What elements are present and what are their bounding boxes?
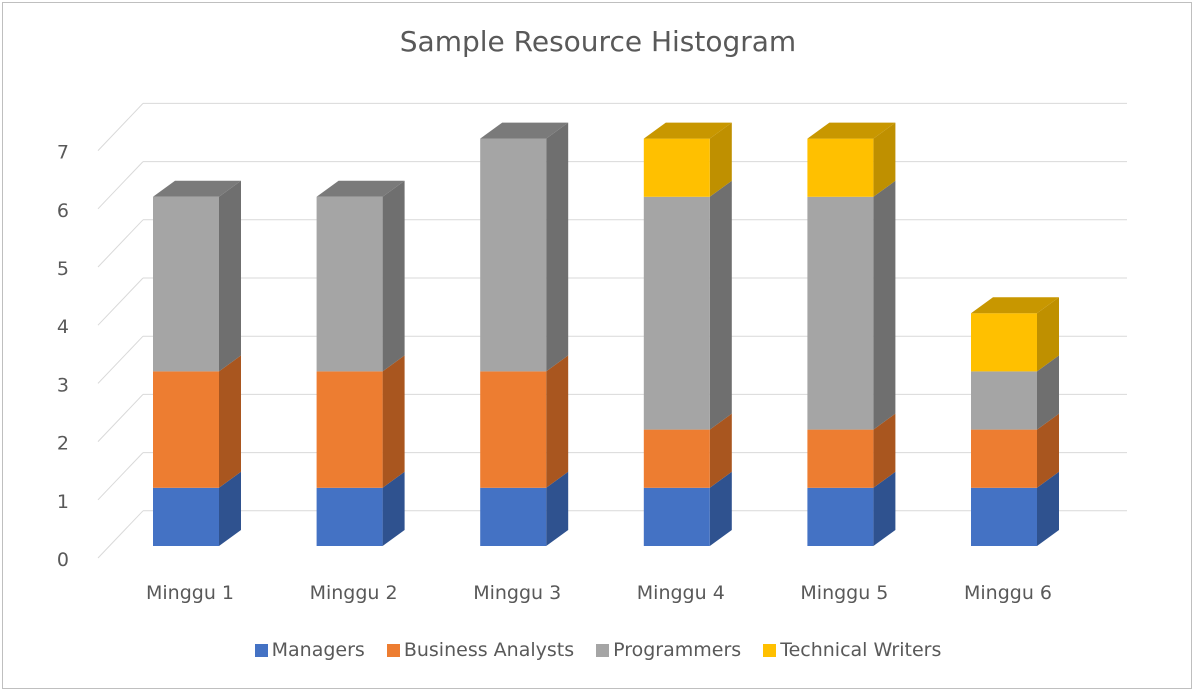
bar-segment [316, 487, 383, 546]
bar-segment [480, 487, 547, 546]
legend-item: Managers [254, 639, 365, 661]
gridline-side [97, 510, 144, 559]
legend-swatch [596, 643, 610, 657]
y-tick-label: 5 [57, 258, 69, 280]
legend-swatch [763, 643, 777, 657]
bar-top [971, 297, 1059, 314]
bar-segment [316, 196, 383, 372]
x-tick-label: Minggu 6 [964, 582, 1052, 604]
y-tick-label: 0 [57, 549, 69, 571]
bar-segment [153, 196, 219, 372]
x-tick-label: Minggu 4 [637, 582, 725, 604]
bar-segment [643, 487, 710, 546]
bar-side [709, 122, 732, 197]
bar-side [219, 355, 241, 488]
gridline-side [97, 277, 144, 326]
bar-segment [807, 487, 874, 546]
y-tick-label: 2 [57, 433, 69, 455]
chart-plot: 0 1 2 3 4 5 6 7 Minggu 1 Minggu 2 Minggu 3 Minggu 4… [57, 102, 1127, 604]
legend-item: Technical Writers [763, 639, 941, 661]
bar-side [709, 471, 732, 546]
gridline-side [97, 103, 144, 151]
chart-title: Sample Resource Histogram [399, 25, 797, 58]
bar-side [709, 180, 732, 430]
bar-side [382, 355, 405, 488]
bar-segment [807, 138, 874, 197]
bar-side [219, 471, 241, 546]
bar-segment [480, 138, 547, 372]
bar-side [1037, 297, 1059, 372]
legend-item: Programmers [596, 639, 741, 661]
bar-side [1037, 471, 1059, 546]
bar-top [643, 122, 732, 139]
bar-segment [807, 196, 874, 430]
legend-label: Programmers [613, 639, 742, 661]
bar-segment [480, 371, 547, 488]
y-tick-label: 1 [57, 491, 69, 513]
legend-label: Business Analysts [403, 639, 575, 661]
bar-segment [643, 196, 710, 430]
y-tick-label: 6 [57, 200, 69, 222]
bar-side [1037, 355, 1059, 430]
bar-side [219, 180, 241, 372]
bar-side [873, 180, 896, 430]
bar-segment [971, 429, 1037, 488]
bar-segment [153, 371, 219, 488]
y-tick-label: 7 [57, 142, 69, 164]
legend-label: Managers [271, 639, 365, 661]
bar-side [546, 122, 569, 372]
bar-side [709, 413, 732, 488]
bar-segment [971, 371, 1037, 430]
bar-side [546, 355, 569, 488]
bar-side [546, 471, 569, 546]
gridline-side [97, 452, 144, 501]
bar-segment [971, 313, 1037, 372]
y-tick-label: 3 [57, 374, 69, 396]
x-tick-label: Minggu 1 [146, 582, 234, 604]
bar-side [873, 471, 896, 546]
bar-side [873, 413, 896, 488]
gridline-side [97, 394, 144, 442]
gridline-side [97, 219, 144, 268]
gridline-side [97, 161, 144, 210]
bar-side [873, 122, 896, 197]
bar-segment [153, 487, 219, 546]
y-tick-label: 4 [57, 316, 69, 338]
legend-swatch [386, 643, 400, 657]
legend-swatch [254, 643, 268, 657]
bar-side [382, 471, 405, 546]
legend-label: Technical Writers [780, 639, 942, 661]
bar-side [1037, 413, 1059, 488]
chart-legend: Managers Business Analysts Programmers Tech… [3, 639, 1193, 661]
bar-segment [643, 429, 710, 488]
bar-top [807, 122, 896, 139]
bar-top [480, 122, 569, 139]
x-tick-label: Minggu 5 [800, 582, 888, 604]
bar-segment [971, 487, 1037, 546]
bar-top [153, 180, 241, 197]
bar-segment [643, 138, 710, 197]
x-tick-label: Minggu 2 [310, 582, 398, 604]
bar-segment [807, 429, 874, 488]
bar-segment [316, 371, 383, 488]
x-tick-label: Minggu 3 [473, 582, 561, 604]
bar-top [316, 180, 405, 197]
legend-item: Business Analysts [386, 639, 575, 661]
gridline-side [97, 335, 144, 384]
bar-side [382, 180, 405, 372]
